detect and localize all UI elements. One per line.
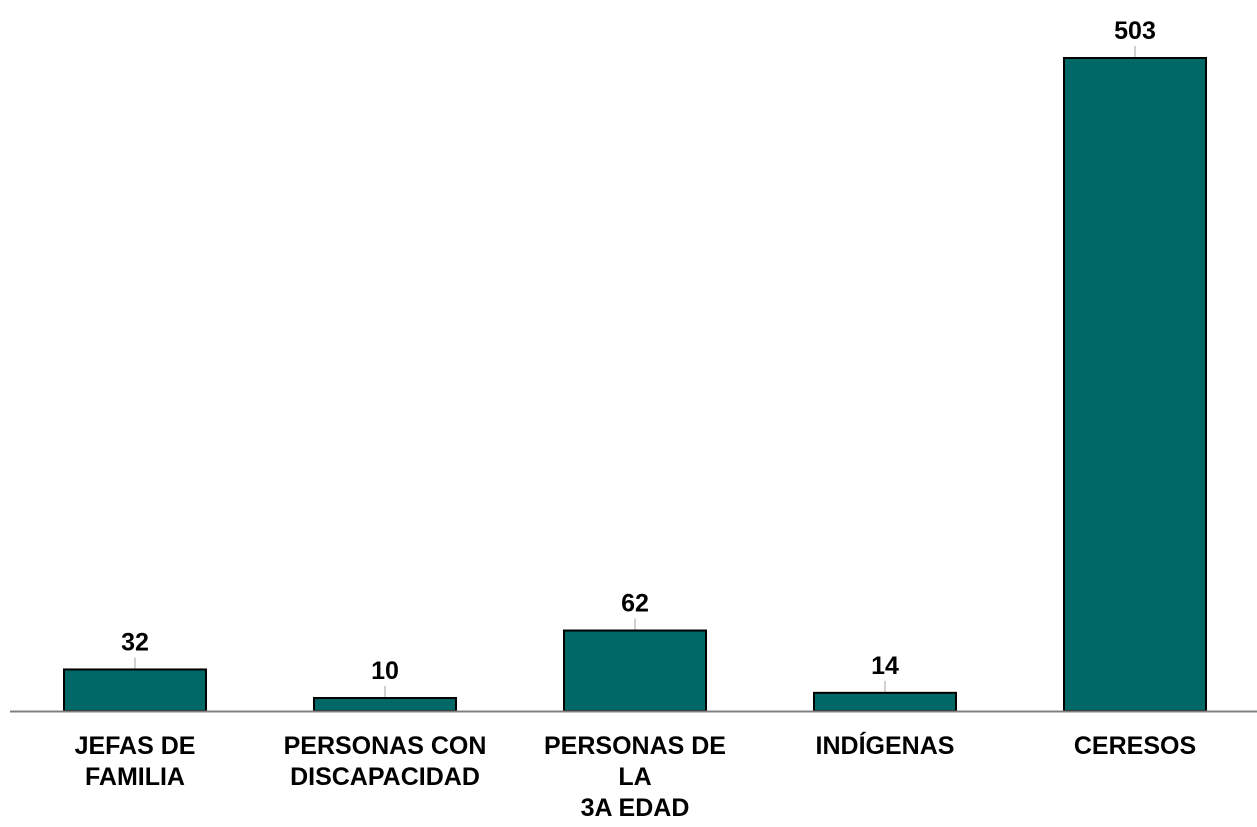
x-tick-label-line: PERSONAS DE: [544, 732, 726, 760]
x-tick-label-line: FAMILIA: [85, 763, 185, 791]
bar-1: [313, 697, 457, 712]
x-tick-label-line: LA: [618, 763, 652, 791]
x-tick-label-line: CERESOS: [1073, 732, 1197, 760]
data-label-2: 62: [621, 590, 649, 618]
data-label-4: 503: [1114, 17, 1156, 45]
x-tick-label-line: INDÍGENAS: [815, 732, 955, 760]
bar-2: [563, 629, 707, 712]
x-tick-label-line: PERSONAS CON: [283, 732, 487, 760]
data-label-1: 10: [371, 657, 399, 685]
data-label-3: 14: [871, 652, 899, 680]
data-label-0: 32: [121, 628, 149, 656]
bar-4: [1063, 57, 1207, 712]
x-tick-label-1: PERSONAS CON DISCAPACIDAD: [260, 731, 510, 793]
x-tick-label-line: JEFAS DE: [74, 732, 196, 760]
x-tick-label-4: CERESOS: [1010, 731, 1257, 762]
x-tick-label-2: PERSONAS DE LA 3A EDAD: [510, 731, 760, 824]
bar-3: [813, 691, 957, 713]
x-tick-label-3: INDÍGENAS: [760, 731, 1010, 762]
x-tick-label-line: 3A EDAD: [580, 794, 690, 822]
x-tick-label-0: JEFAS DE FAMILIA: [10, 731, 260, 793]
x-tick-label-line: DISCAPACIDAD: [290, 763, 480, 791]
bar-0: [63, 668, 207, 713]
